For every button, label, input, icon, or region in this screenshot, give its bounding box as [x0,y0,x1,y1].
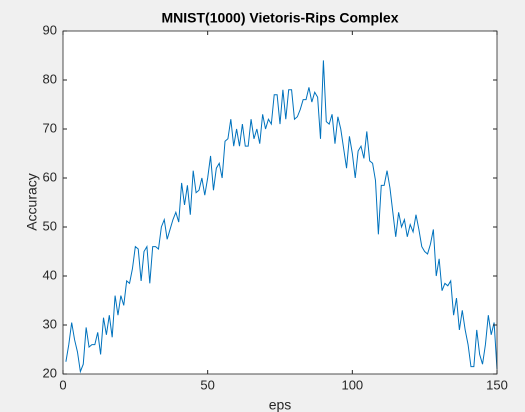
y-axis-label: Accuracy [24,173,40,231]
axes-box [62,30,498,375]
y-tick-label: 50 [43,218,57,233]
x-tick-label: 100 [341,377,363,392]
chart-title: MNIST(1000) Vietoris-Rips Complex [161,10,398,26]
x-tick-label: 0 [59,377,66,392]
y-tick-label: 40 [43,267,57,282]
x-axis-label: eps [269,397,292,412]
y-tick-label: 80 [43,71,57,86]
data-line [65,60,498,374]
x-tick-label: 150 [486,377,508,392]
plot-area [63,31,497,374]
x-tick-label: 50 [200,377,214,392]
y-tick-label: 20 [43,365,57,380]
y-tick-label: 30 [43,316,57,331]
y-tick-label: 90 [43,22,57,37]
y-tick-label: 70 [43,120,57,135]
y-tick-label: 60 [43,169,57,184]
